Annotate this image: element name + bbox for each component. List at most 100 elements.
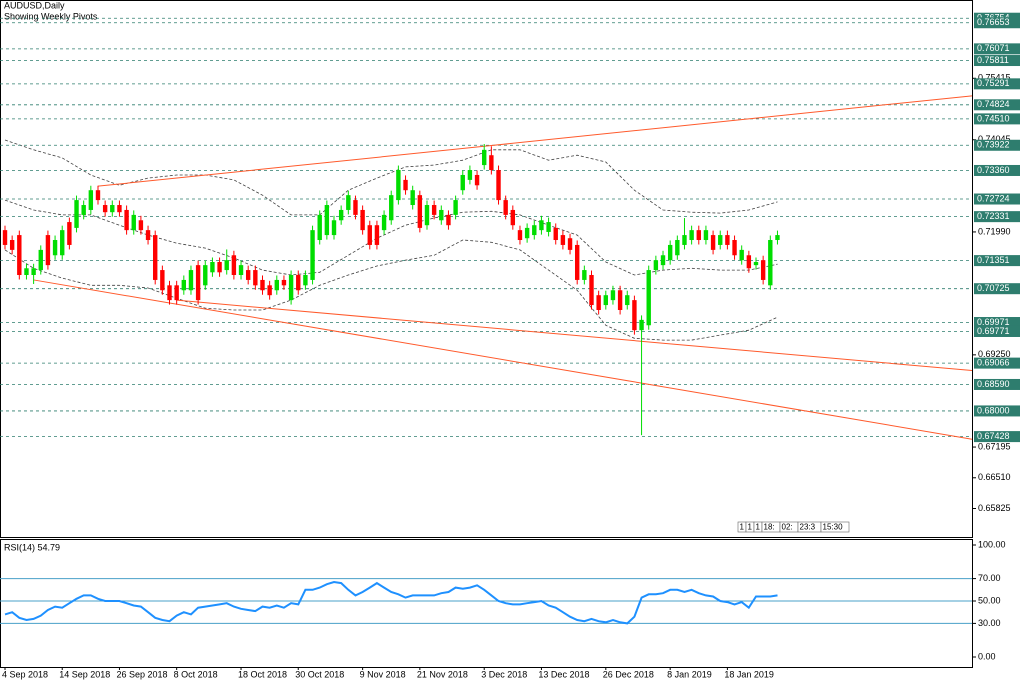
chart-subtitle: Showing Weekly Pivots [4, 11, 98, 21]
pivot-label-box [974, 211, 1020, 223]
timer-text: 02: [782, 523, 793, 532]
candle-body [381, 214, 387, 231]
x-tick-label: 18 Jan 2019 [724, 669, 774, 679]
candle-body [267, 285, 272, 296]
candle-body [574, 244, 580, 280]
pivot-label: 0.69771 [977, 326, 1010, 336]
y-tick-label: 100.00 [978, 539, 1006, 549]
candle-body [38, 249, 43, 271]
candle-body [646, 270, 651, 326]
candle-body [346, 195, 351, 210]
candle-body [324, 205, 330, 236]
candle-body [589, 275, 594, 306]
pivot-label-box [974, 317, 1020, 329]
candle-body [746, 255, 752, 269]
candle-body [639, 319, 644, 331]
rsi-label: RSI(14) 54.79 [4, 542, 60, 552]
candle-body [689, 230, 694, 241]
pivot-label-box [974, 139, 1020, 151]
candle-body [617, 290, 623, 310]
candle-body [653, 260, 659, 271]
candle-body [338, 209, 344, 221]
pivot-label: 0.68000 [977, 405, 1010, 415]
x-tick-label: 26 Dec 2018 [603, 669, 654, 679]
pivot-label: 0.75291 [977, 78, 1010, 88]
candle-body [453, 200, 458, 215]
candle-body [417, 195, 423, 228]
pivot-label: 0.72724 [977, 193, 1010, 203]
candle-body [117, 205, 122, 213]
timer-box [820, 521, 850, 533]
candle-body [9, 240, 15, 250]
candle-body [410, 190, 415, 206]
trendline-ray [662, 342, 973, 372]
pivot-label: 0.74824 [977, 99, 1010, 109]
candle-body [496, 170, 501, 201]
pivot-label: 0.72331 [977, 211, 1010, 221]
timer-text: 18: [764, 523, 775, 532]
main-panel [0, 0, 973, 538]
trendline [33, 279, 642, 384]
candle-body [374, 225, 380, 245]
timer-text: 1 [748, 523, 753, 532]
candle-body [296, 275, 301, 291]
candle-body [174, 285, 179, 301]
y-tick-label: 0.66510 [978, 472, 1011, 482]
y-tick-label: 0.74045 [978, 134, 1011, 144]
candle-body [517, 230, 523, 241]
candle-body [696, 230, 701, 241]
candle-body [739, 249, 744, 261]
candle-body [625, 295, 630, 306]
y-tick-label: 0.71990 [978, 226, 1011, 236]
candle-body [539, 220, 544, 231]
pivot-label-box [974, 405, 1020, 417]
timer-text: 23:3 [800, 523, 816, 532]
candle-body [553, 227, 558, 241]
candle-body [260, 279, 265, 291]
candle-body [360, 209, 365, 231]
pivot-label-box [974, 164, 1020, 176]
pivot-label: 0.67428 [977, 431, 1010, 441]
candle-body [131, 214, 136, 231]
pivot-label-box [974, 17, 1020, 29]
candle-body [482, 149, 487, 166]
timer-text: 15:30 [823, 523, 844, 532]
candle-body [238, 265, 244, 276]
candle-body [67, 222, 72, 245]
x-tick-label: 9 Nov 2018 [360, 669, 406, 679]
candle-body [753, 261, 759, 266]
timer-text: 1 [756, 523, 761, 532]
candle-body [610, 290, 616, 301]
chart-title: AUDUSD,Daily [4, 0, 65, 10]
candle-body [725, 235, 730, 245]
candle-body [110, 205, 115, 213]
candle-body [224, 260, 229, 271]
candle-body [303, 275, 308, 286]
candle-body [396, 170, 401, 201]
pivot-label-box [974, 78, 1020, 90]
trendline [97, 145, 485, 187]
candle-body [474, 174, 480, 186]
candle-body [603, 295, 609, 306]
y-tick-label: 70.00 [978, 573, 1001, 583]
candle-body [675, 240, 680, 256]
candle-body [331, 220, 337, 236]
candle-body [60, 230, 65, 256]
candle-body [424, 205, 430, 226]
x-tick-label: 26 Sep 2018 [116, 669, 167, 679]
candle-body [732, 240, 737, 256]
pivot-label: 0.75811 [977, 55, 1009, 65]
candle-body [45, 235, 51, 266]
y-tick-label: 0.69250 [978, 349, 1011, 359]
x-tick-label: 4 Sep 2018 [2, 669, 48, 679]
candle-body [138, 220, 144, 231]
pivot-label: 0.73360 [977, 165, 1010, 175]
candle-body [31, 268, 36, 276]
candle-body [667, 244, 673, 261]
candle-body [567, 238, 573, 250]
candle-body [317, 214, 322, 241]
candle-body [775, 235, 780, 241]
candle-body [145, 230, 151, 241]
pivot-label-box [974, 283, 1020, 295]
